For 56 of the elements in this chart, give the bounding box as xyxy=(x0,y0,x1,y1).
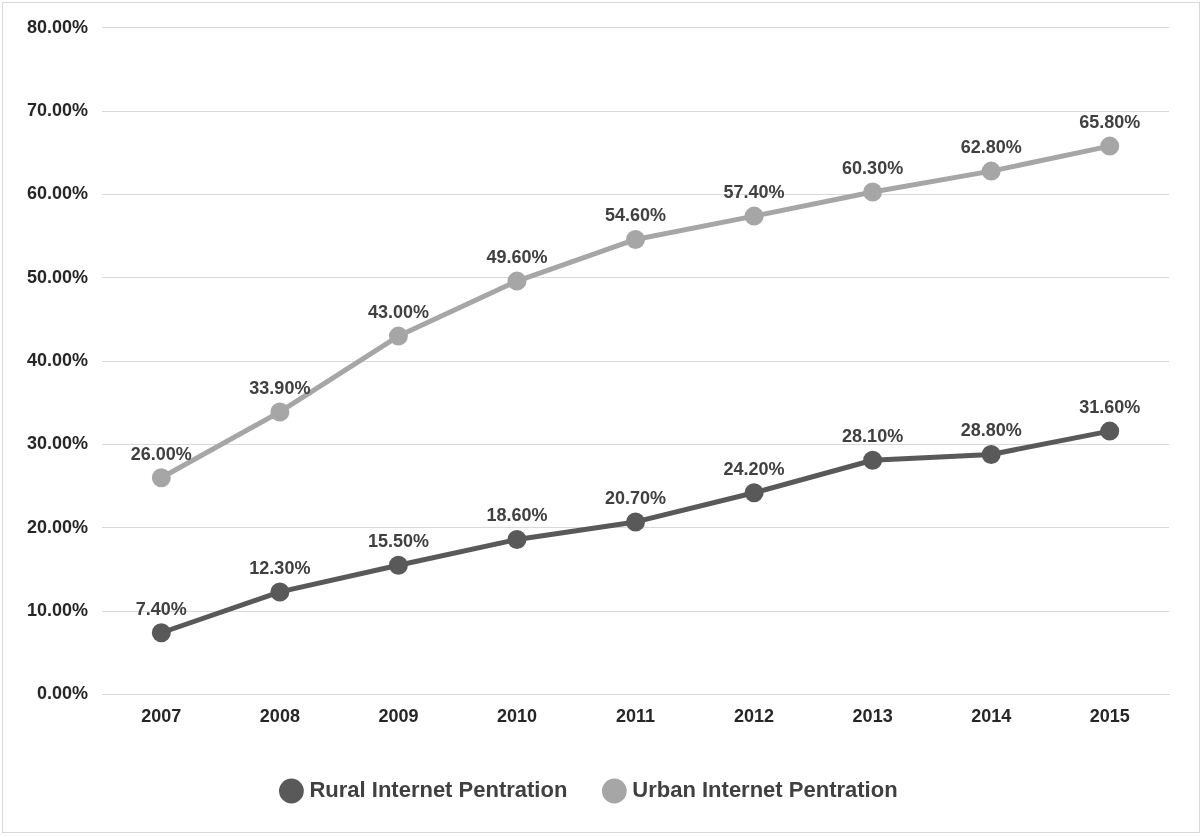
point xyxy=(507,271,527,291)
point xyxy=(270,582,290,602)
legend-label: Rural Internet Pentration xyxy=(309,777,568,803)
point xyxy=(151,468,171,488)
point xyxy=(388,555,408,575)
x-tick-label: 2013 xyxy=(852,706,893,727)
point xyxy=(863,450,883,470)
data-label: 54.60% xyxy=(604,205,667,226)
point xyxy=(981,444,1001,464)
data-label: 7.40% xyxy=(135,598,187,619)
y-tick-label: 60.00% xyxy=(26,183,89,204)
point xyxy=(1100,421,1120,441)
x-tick-label: 2011 xyxy=(615,706,656,727)
point xyxy=(626,229,646,249)
point xyxy=(863,182,883,202)
point xyxy=(270,402,290,422)
data-label: 15.50% xyxy=(367,531,429,552)
data-label: 20.70% xyxy=(604,487,667,508)
y-tick-label: 80.00% xyxy=(26,16,89,37)
legend-label: Urban Internet Pentration xyxy=(632,777,898,803)
data-label: 28.10% xyxy=(842,426,904,447)
y-tick-label: 70.00% xyxy=(26,100,89,121)
x-tick-label: 2015 xyxy=(1089,706,1130,727)
data-label: 24.20% xyxy=(723,458,785,479)
point xyxy=(744,206,764,226)
data-label: 12.30% xyxy=(249,557,311,578)
x-tick-label: 2007 xyxy=(141,706,182,727)
y-tick-label: 0.00% xyxy=(37,683,89,704)
y-tick-label: 20.00% xyxy=(26,516,89,537)
y-tick-label: 30.00% xyxy=(26,433,89,454)
y-tick-label: 10.00% xyxy=(26,600,89,621)
x-tick-label: 2008 xyxy=(259,706,300,727)
data-label: 60.30% xyxy=(842,157,904,178)
data-label: 31.60% xyxy=(1079,397,1141,418)
point xyxy=(388,326,408,346)
data-label: 18.60% xyxy=(486,505,548,526)
point xyxy=(744,483,764,503)
x-tick-label: 2012 xyxy=(734,706,775,727)
y-tick-label: 50.00% xyxy=(26,266,89,287)
data-label: 65.80% xyxy=(1079,112,1141,133)
data-label: 49.60% xyxy=(486,247,548,268)
data-label: 26.00% xyxy=(130,443,192,464)
x-tick-label: 2009 xyxy=(378,706,419,727)
data-label: 57.40% xyxy=(723,182,785,203)
data-label: 43.00% xyxy=(367,302,429,323)
x-tick-label: 2014 xyxy=(971,706,1012,727)
x-tick-label: 2010 xyxy=(496,706,537,727)
point xyxy=(507,529,527,549)
point xyxy=(1100,136,1120,156)
data-label: 62.80% xyxy=(960,137,1022,158)
point xyxy=(981,161,1001,181)
y-tick-label: 40.00% xyxy=(26,350,89,371)
data-label: 33.90% xyxy=(249,377,311,398)
data-label: 28.80% xyxy=(960,420,1022,441)
point xyxy=(151,623,171,643)
point xyxy=(626,512,646,532)
